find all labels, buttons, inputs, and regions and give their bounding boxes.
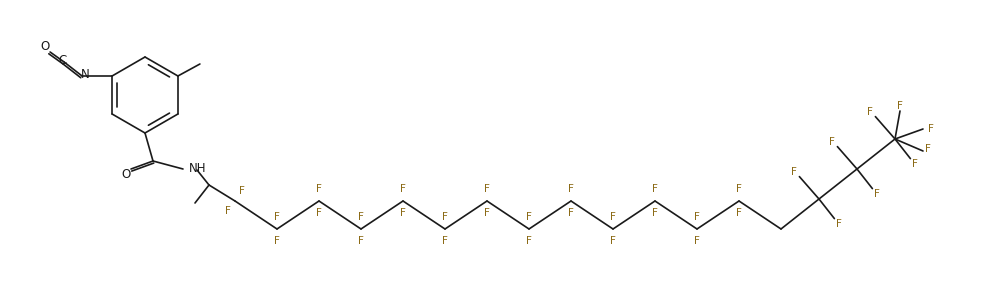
Text: F: F [925, 144, 931, 154]
Text: F: F [316, 208, 322, 218]
Text: F: F [526, 236, 532, 246]
Text: N: N [81, 68, 89, 81]
Text: F: F [442, 212, 448, 222]
Text: O: O [121, 168, 130, 181]
Text: C: C [58, 55, 67, 68]
Text: F: F [358, 212, 364, 222]
Text: F: F [239, 186, 245, 196]
Text: F: F [694, 212, 700, 222]
Text: F: F [737, 184, 742, 194]
Text: F: F [568, 184, 574, 194]
Text: F: F [568, 208, 574, 218]
Text: F: F [526, 212, 532, 222]
Text: F: F [274, 212, 280, 222]
Text: F: F [484, 184, 490, 194]
Text: NH: NH [189, 162, 207, 175]
Text: F: F [610, 212, 616, 222]
Text: F: F [912, 159, 918, 168]
Text: F: F [400, 208, 406, 218]
Text: F: F [316, 184, 322, 194]
Text: F: F [610, 236, 616, 246]
Text: O: O [41, 40, 50, 53]
Text: F: F [737, 208, 742, 218]
Text: F: F [829, 137, 835, 147]
Text: F: F [897, 101, 903, 111]
Text: F: F [484, 208, 490, 218]
Text: F: F [791, 166, 797, 177]
Text: F: F [868, 107, 874, 116]
Text: F: F [274, 236, 280, 246]
Text: F: F [400, 184, 406, 194]
Text: F: F [694, 236, 700, 246]
Text: F: F [652, 208, 658, 218]
Text: F: F [928, 124, 934, 134]
Text: F: F [358, 236, 364, 246]
Text: F: F [442, 236, 448, 246]
Text: F: F [226, 206, 232, 216]
Text: F: F [652, 184, 658, 194]
Text: F: F [837, 218, 842, 229]
Text: F: F [875, 189, 881, 199]
